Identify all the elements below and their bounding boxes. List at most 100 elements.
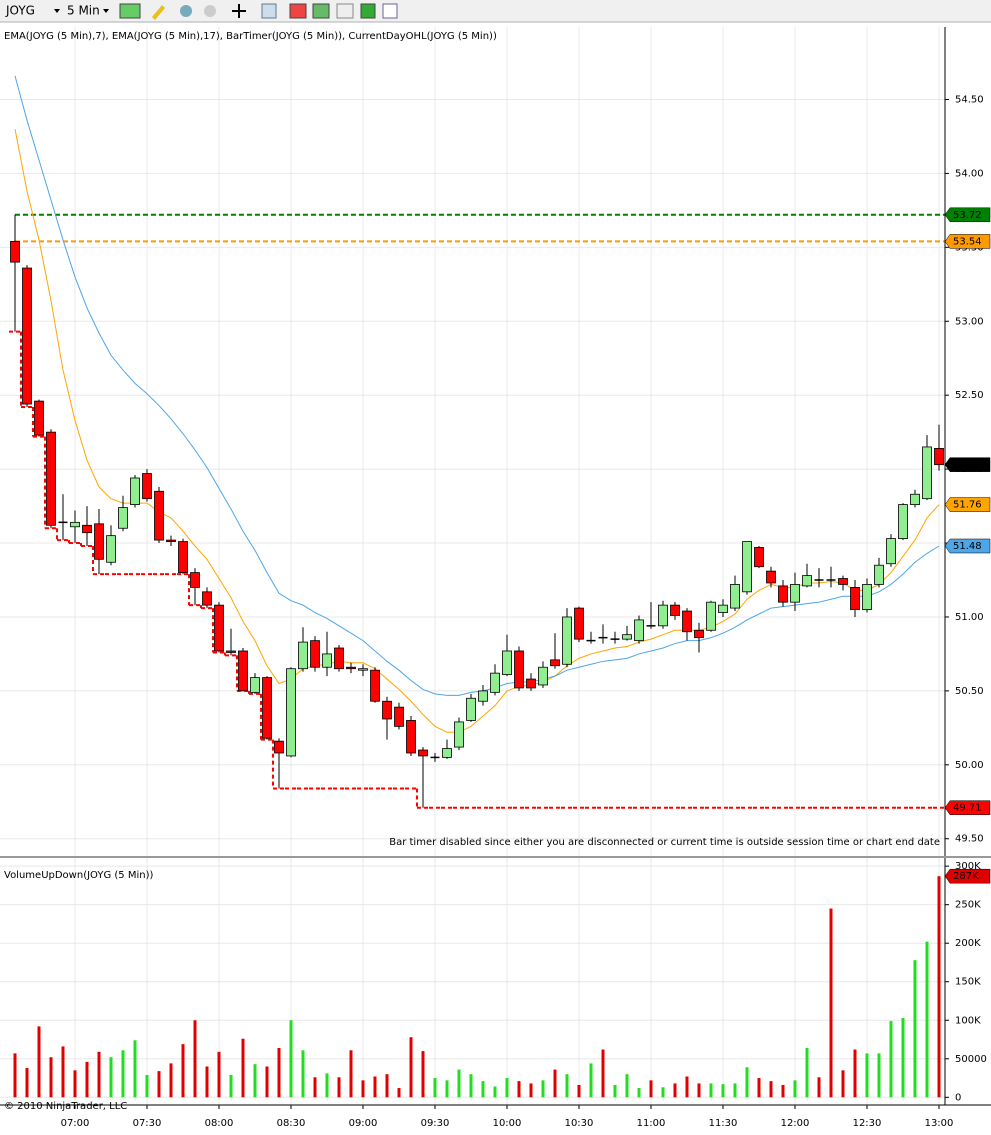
volume-bar <box>649 1080 653 1098</box>
candle-body <box>526 678 536 689</box>
volume-bar <box>637 1088 641 1098</box>
volume-bar <box>805 1047 809 1098</box>
dollar-button[interactable] <box>360 3 376 19</box>
toolbar-bg <box>0 0 991 22</box>
volume-bar <box>781 1084 785 1098</box>
chart-button[interactable] <box>336 3 354 19</box>
candle-body <box>934 448 944 466</box>
indicators-button[interactable] <box>312 3 330 19</box>
x-tick-label: 10:00 <box>493 1118 522 1129</box>
volume-bar <box>433 1078 437 1098</box>
volume-bar <box>925 941 929 1098</box>
candle-body <box>22 267 32 405</box>
volume-bar <box>913 960 917 1098</box>
candle-body <box>682 610 692 633</box>
candle-body <box>742 541 752 593</box>
volume-bar <box>385 1074 389 1098</box>
x-tick-label: 13:00 <box>925 1118 954 1129</box>
candle-body <box>46 431 56 526</box>
draw-button[interactable] <box>152 5 165 20</box>
y-tick-label: 200K <box>955 938 981 949</box>
candle-body <box>358 668 368 671</box>
dropdown-arrow <box>54 9 60 13</box>
bar-timer-text: Bar timer disabled since either you are … <box>389 837 940 848</box>
volume-bar <box>529 1083 533 1098</box>
volume-bar <box>817 1077 821 1098</box>
candle-body <box>790 584 800 603</box>
price-marker <box>944 868 991 884</box>
interval[interactable]: 5 Min <box>67 4 100 18</box>
y-tick-label: 53.00 <box>955 316 984 327</box>
candle-body <box>466 697 476 721</box>
candle-body <box>478 690 488 702</box>
candle-body <box>34 400 44 436</box>
price-marker <box>944 497 991 512</box>
crosshair-button[interactable] <box>232 4 246 18</box>
volume-bar <box>757 1078 761 1098</box>
volume-bar <box>349 1050 353 1098</box>
bar-type-button[interactable] <box>119 3 141 19</box>
candle-body <box>250 677 260 693</box>
x-tick-label: 09:30 <box>421 1118 450 1129</box>
interval-dropdown[interactable]: 5 Min <box>67 4 109 18</box>
candle-body <box>94 523 104 560</box>
volume-bar <box>337 1077 341 1098</box>
symbol-dropdown[interactable]: JOYG <box>5 4 60 18</box>
volume-bar <box>13 1053 17 1098</box>
candle-body <box>874 564 884 585</box>
volume-bar <box>697 1083 701 1098</box>
volume-bar <box>625 1074 629 1098</box>
properties-button[interactable] <box>261 3 277 19</box>
x-tick-label: 10:30 <box>565 1118 594 1129</box>
volume-bar <box>673 1083 677 1098</box>
volume-bar <box>145 1074 149 1098</box>
volume-bar <box>133 1040 137 1098</box>
price-marker <box>944 538 991 554</box>
volume-bar <box>721 1084 725 1098</box>
volume-bar <box>253 1064 257 1098</box>
x-tick-label: 08:30 <box>277 1118 306 1129</box>
data-box-button[interactable] <box>382 3 398 19</box>
candle-body <box>502 650 512 676</box>
price-marker-label: 51.48 <box>953 541 982 552</box>
candle-body <box>166 539 176 542</box>
strategies-button[interactable] <box>289 3 307 19</box>
candle-body <box>778 585 788 603</box>
volume-bar <box>481 1081 485 1098</box>
volume-bar <box>469 1074 473 1098</box>
candle-body <box>154 490 164 541</box>
candle-body <box>214 604 224 652</box>
candle-body <box>286 668 296 757</box>
candle-body <box>442 748 452 758</box>
volume-bar <box>289 1020 293 1098</box>
zoom-in-button[interactable] <box>180 5 192 17</box>
candle-body <box>118 507 128 529</box>
price-marker <box>944 234 991 249</box>
zoom-out-button[interactable] <box>204 5 216 17</box>
candle-body <box>862 584 872 610</box>
symbol[interactable]: JOYG <box>5 4 35 18</box>
volume-bar <box>277 1047 281 1098</box>
x-tick-label: 11:00 <box>637 1118 666 1129</box>
volume-bar <box>769 1081 773 1098</box>
candle-body <box>898 504 908 540</box>
candle-body <box>490 672 500 693</box>
candle-body <box>658 604 668 627</box>
volume-bar <box>901 1017 905 1098</box>
y-tick-label: 54.00 <box>955 168 984 179</box>
volume-bar <box>241 1038 245 1098</box>
candle-body <box>310 640 320 668</box>
candle-body <box>70 521 80 528</box>
y-tick-label: 50.00 <box>955 760 984 771</box>
candle-body <box>298 641 308 670</box>
x-tick-label: 08:00 <box>205 1118 234 1129</box>
x-tick-label: 12:00 <box>781 1118 810 1129</box>
candle-body <box>142 473 152 500</box>
indicator-label: EMA(JOYG (5 Min),7), EMA(JOYG (5 Min),17… <box>4 31 497 42</box>
candle-body <box>346 666 356 670</box>
candle-body <box>238 650 248 692</box>
candle-body <box>10 241 20 263</box>
volume-bar <box>25 1068 29 1098</box>
candle-body <box>706 601 716 631</box>
candle-body <box>562 616 572 665</box>
